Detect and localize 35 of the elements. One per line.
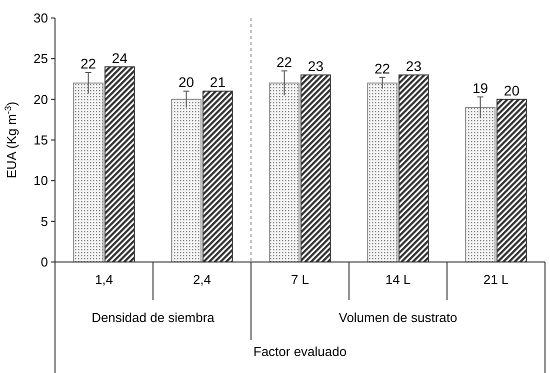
x-tick-label: 1,4 — [94, 272, 114, 287]
data-label: 22 — [80, 55, 96, 72]
y-tick-label: 30 — [34, 10, 48, 26]
bar — [202, 90, 233, 262]
text: Densidad de siembra — [92, 310, 216, 325]
bar — [104, 66, 135, 262]
y-tick-label: 0 — [40, 254, 48, 270]
data-label: 22 — [276, 54, 292, 70]
bar — [367, 82, 398, 262]
x-tick-label: 21 L — [483, 272, 509, 287]
data-label: 23 — [406, 58, 422, 74]
x-tick-label: 14 L — [385, 272, 411, 287]
bar — [171, 98, 202, 262]
y-tick-label: 10 — [34, 173, 48, 188]
bar — [398, 74, 429, 262]
data-label: 22 — [374, 60, 390, 76]
bar — [465, 106, 496, 262]
bar — [269, 82, 300, 262]
y-tick-label: 5 — [40, 214, 48, 229]
y-tick-label: 20 — [34, 92, 48, 107]
bar — [300, 74, 331, 262]
bar — [496, 98, 527, 262]
x-tick-label: 2,4 — [192, 272, 212, 287]
y-tick-label: 15 — [34, 132, 48, 148]
x-axis-title: Factor evaluado — [253, 344, 347, 359]
text: Volumen de sustrato — [338, 310, 458, 325]
x-tick-label: 7 L — [290, 272, 310, 287]
data-label: 20 — [504, 82, 520, 98]
data-label: 19 — [472, 80, 488, 96]
data-label: 24 — [112, 50, 128, 66]
data-label: 23 — [308, 58, 324, 74]
y-tick-label: 25 — [34, 51, 48, 66]
data-label: 20 — [178, 74, 194, 90]
bar — [73, 82, 104, 262]
data-label: 21 — [210, 74, 226, 90]
